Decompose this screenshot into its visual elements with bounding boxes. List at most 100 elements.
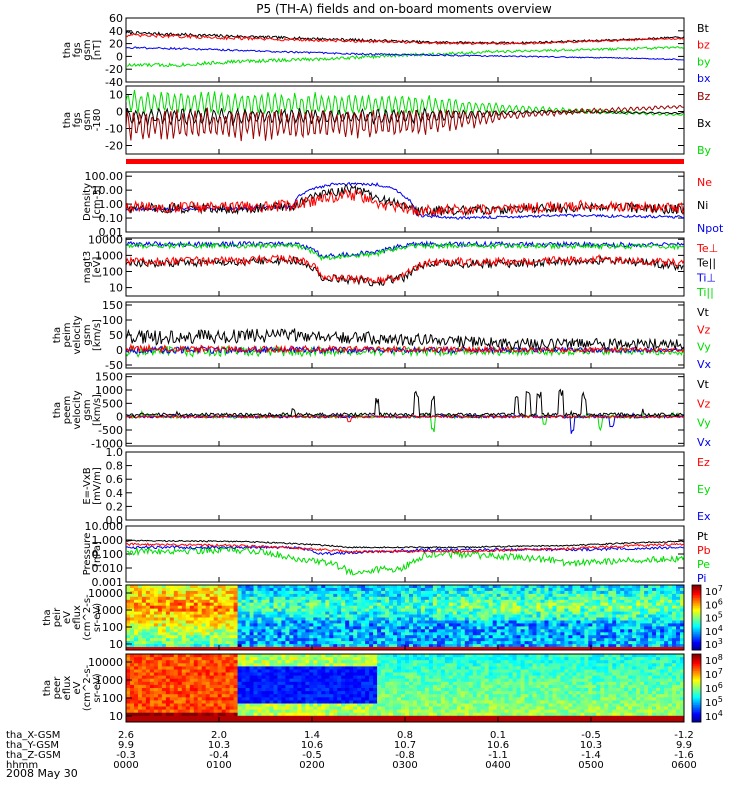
spectrogram-cell xyxy=(237,688,243,692)
spectrogram-cell xyxy=(221,691,227,695)
spectrogram-cell xyxy=(285,638,290,642)
spectrogram-cell xyxy=(397,675,402,680)
spectrogram-cell xyxy=(405,614,410,618)
spectrogram-cell xyxy=(401,660,406,664)
spectrogram-cell xyxy=(289,691,294,695)
spectrogram-cell xyxy=(145,675,151,680)
spectrogram-cell xyxy=(217,694,223,698)
spectrogram-cell xyxy=(157,635,163,639)
spectrogram-cell xyxy=(134,663,139,667)
spectrogram-cell xyxy=(205,608,211,613)
spectrogram-cell xyxy=(269,678,274,683)
spectrogram-cell xyxy=(405,626,410,630)
spectrogram-cell xyxy=(532,605,537,610)
spectrogram-cell xyxy=(157,700,163,704)
spectrogram-cell xyxy=(385,694,390,698)
spectrogram-cell xyxy=(153,593,159,598)
spectrogram-cell xyxy=(564,602,569,607)
spectrogram-cell xyxy=(472,588,478,592)
y-tick-label: 1.000 xyxy=(92,534,124,547)
spectrogram-cell xyxy=(508,596,514,601)
spectrogram-cell xyxy=(285,641,290,645)
spectrogram-cell xyxy=(560,611,565,616)
spectrogram-cell xyxy=(552,641,557,645)
spectrogram-cell xyxy=(197,691,203,695)
spectrogram-cell xyxy=(201,715,207,720)
spectrogram-cell xyxy=(385,638,390,642)
spectrogram-cell xyxy=(277,623,282,627)
spectrogram-cell xyxy=(389,623,394,627)
spectrogram-cell xyxy=(680,608,685,613)
spectrogram-cell xyxy=(138,709,143,714)
spectrogram-cell xyxy=(393,666,398,670)
spectrogram-cell xyxy=(401,617,406,621)
spectrogram-cell xyxy=(249,599,255,604)
spectrogram-cell xyxy=(153,697,159,701)
spectrogram-cell xyxy=(357,666,362,670)
spectrogram-cell xyxy=(149,666,155,670)
spectrogram-cell xyxy=(576,647,581,651)
spectrogram-cell xyxy=(393,635,398,639)
spectrogram-cell xyxy=(205,669,211,674)
spectrogram-cell xyxy=(265,585,270,589)
spectrogram-cell xyxy=(221,632,227,636)
spectrogram-cell xyxy=(185,700,191,704)
spectrogram-cell xyxy=(548,635,553,639)
legend-vy: Vy xyxy=(697,417,711,430)
spectrogram-cell xyxy=(281,593,286,598)
spectrogram-cell xyxy=(401,678,406,683)
spectrogram-cell xyxy=(197,605,203,610)
spectrogram-cell xyxy=(560,599,565,604)
spectrogram-cell xyxy=(289,638,294,642)
spectrogram-cell xyxy=(373,620,378,624)
spectrogram-cell xyxy=(608,608,613,613)
spectrogram-cell xyxy=(472,632,478,636)
spectrogram-cell xyxy=(193,632,199,636)
colorbar-segment xyxy=(692,637,701,640)
spectrogram-cell xyxy=(488,602,494,607)
spectrogram-cell xyxy=(197,684,203,689)
spectrogram-cell xyxy=(480,617,486,621)
spectrogram-cell xyxy=(253,663,258,667)
spectrogram-cell xyxy=(369,703,374,708)
spectrogram-cell xyxy=(237,626,243,630)
spectrogram-cell xyxy=(213,647,219,651)
spectrogram-cell xyxy=(345,620,350,624)
spectrogram-cell xyxy=(293,688,298,692)
spectrogram-cell xyxy=(532,638,537,642)
spectrogram-cell xyxy=(209,626,215,630)
spectrogram-cell xyxy=(405,638,410,642)
spectrogram-cell xyxy=(237,675,243,680)
spectrogram-cell xyxy=(153,623,159,627)
spectrogram-cell xyxy=(253,669,258,674)
spectrogram-cell xyxy=(265,675,270,680)
spectrogram-cell xyxy=(145,608,151,613)
spectrogram-cell xyxy=(193,657,199,661)
spectrogram-cell xyxy=(309,614,314,618)
spectrogram-cell xyxy=(369,644,374,648)
spectrogram-cell xyxy=(564,605,569,610)
spectrogram-cell xyxy=(584,596,589,601)
spectrogram-cell xyxy=(141,688,147,692)
spectrogram-cell xyxy=(496,629,502,633)
spectrogram-cell xyxy=(417,644,422,648)
spectrogram-cell xyxy=(229,644,235,648)
spectrogram-cell xyxy=(568,629,573,633)
spectrogram-cell xyxy=(440,608,446,613)
spectrogram-cell xyxy=(181,585,187,589)
spectrogram-cell xyxy=(640,611,645,616)
spectrogram-cell xyxy=(624,614,629,618)
spectrogram-cell xyxy=(365,678,370,683)
spectrogram-cell xyxy=(181,647,187,651)
spectrogram-cell xyxy=(428,593,434,598)
spectrogram-cell xyxy=(504,614,510,618)
y-tick-label: 0 xyxy=(116,411,123,424)
spectrogram-cell xyxy=(413,620,418,624)
spectrogram-cell xyxy=(572,599,577,604)
spectrogram-cell xyxy=(237,617,243,621)
spectrogram-cell xyxy=(321,647,326,651)
spectrogram-cell xyxy=(337,605,342,610)
spectrogram-cell xyxy=(221,663,227,667)
spectrogram-cell xyxy=(556,644,561,648)
spectrogram-cell xyxy=(628,632,633,636)
